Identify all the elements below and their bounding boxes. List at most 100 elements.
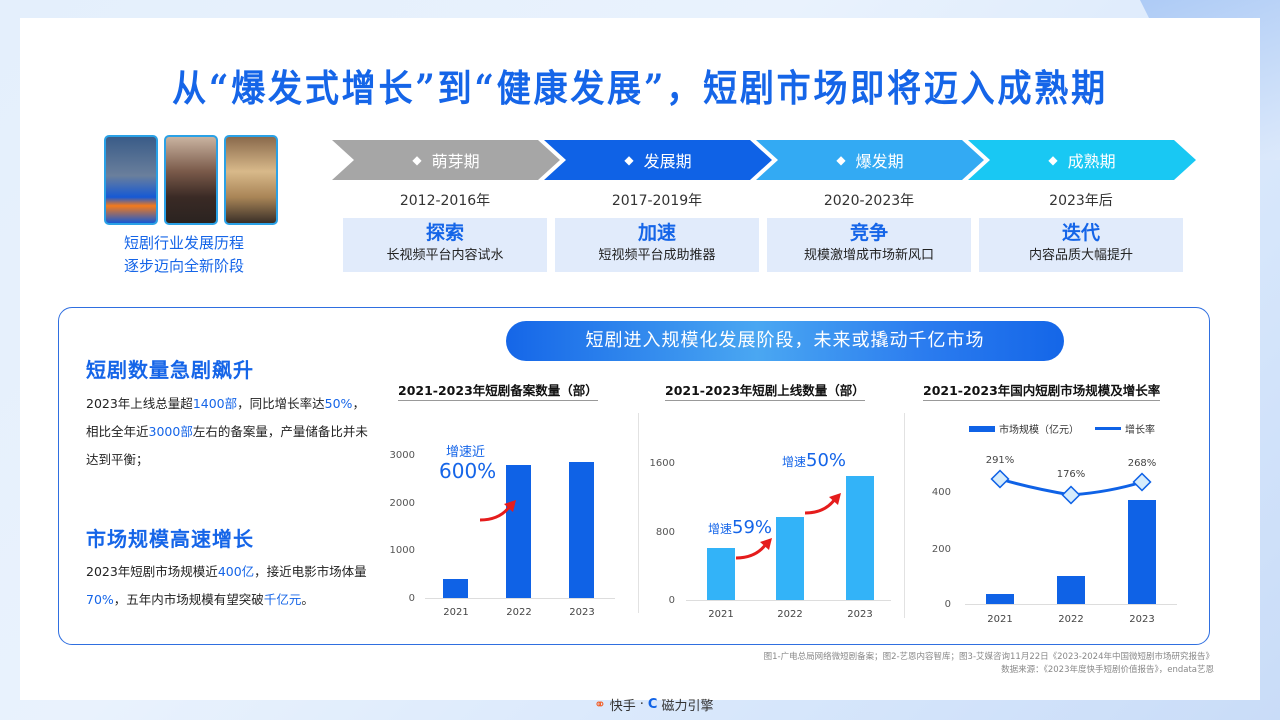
red-arrow-icon (735, 538, 772, 560)
x-tick: 2023 (1129, 614, 1155, 625)
legend-label: 市场规模（亿元） (999, 425, 1079, 436)
drama-poster (224, 135, 278, 225)
stage-box: 探索 长视频平台内容试水 (343, 218, 547, 272)
timeline: ◆ 萌芽期 ◆ 发展期 ◆ 爆发期 ◆ 成熟期 (332, 140, 1196, 180)
text: 2023年短剧市场规模近 (86, 564, 218, 579)
diamond-icon: ◆ (1048, 153, 1058, 167)
rate-label: 291% (985, 455, 1015, 466)
x-axis (425, 598, 615, 599)
highlight: 千亿元 (263, 592, 302, 607)
intro-line: 逐步迈向全新阶段 (123, 257, 244, 275)
chart-title: 2021-2023年国内短剧市场规模及增长率 (923, 380, 1161, 401)
growth-label: 增速 (708, 522, 733, 536)
stage-name: 爆发期 (855, 152, 904, 171)
stage-years: 2012-2016年 (399, 193, 491, 209)
paragraph-market: 2023年短剧市场规模近400亿，接近电影市场体量 70%，五年内市场规模有望突破… (86, 558, 376, 614)
drama-poster (164, 135, 218, 225)
bar-2021 (986, 594, 1014, 604)
x-axis (686, 600, 891, 601)
intro-text: 短剧行业发展历程 逐步迈向全新阶段 (94, 232, 274, 278)
stage-keyword: 加速 (637, 222, 676, 244)
stage-name: 成熟期 (1067, 152, 1116, 171)
y-tick: 3000 (389, 450, 415, 461)
stage-keyword: 探索 (425, 222, 464, 244)
kuaishou-logo-icon: ⚭ (594, 696, 606, 713)
y-tick: 0 (668, 595, 675, 606)
page-title: 从“爆发式增长”到“健康发展”，短剧市场即将迈入成熟期 (172, 66, 1108, 110)
bar-2023 (1128, 500, 1156, 604)
highlight: 3000部 (148, 424, 193, 439)
highlight: 50% (324, 396, 353, 411)
growth-label: 增速近 (446, 445, 486, 460)
x-tick: 2021 (708, 609, 734, 620)
growth-value: 59% (732, 517, 773, 538)
divider (904, 413, 905, 618)
x-tick: 2021 (987, 614, 1013, 625)
stage-years: 2023年后 (1049, 193, 1113, 209)
stage-box: 竞争 规模激增成市场新风口 (767, 218, 971, 272)
stage-chevron-mature: ◆ 成熟期 (968, 140, 1196, 180)
highlight: 70% (86, 592, 114, 607)
banner-pill: 短剧进入规模化发展阶段，未来或撬动千亿市场 (506, 321, 1064, 361)
legend: 市场规模（亿元） 增长率 (969, 421, 1155, 436)
stage-name: 发展期 (643, 152, 692, 171)
y-tick: 0 (944, 599, 951, 610)
stage-desc: 内容品质大幅提升 (1028, 248, 1133, 263)
growth-annotation: 增速50% (782, 450, 846, 471)
highlight: 400亿 (217, 564, 255, 579)
diamond-icon: ◆ (412, 153, 422, 167)
stage-chevron-burst: ◆ 爆发期 (756, 140, 984, 180)
bar-2022 (1057, 576, 1085, 604)
heading-market: 市场规模高速增长 (86, 527, 254, 551)
slide-card: 从“爆发式增长”到“健康发展”，短剧市场即将迈入成熟期 短剧行业发展历程 逐步迈… (20, 18, 1260, 714)
stage-chevron-sprout: ◆ 萌芽期 (332, 140, 560, 180)
stage-keyword: 迭代 (1061, 222, 1100, 244)
paragraph-quantity: 2023年上线总量超1400部，同比增长率达50%，相比全年近3000部左右的备… (86, 390, 376, 474)
chart-title: 2021-2023年短剧备案数量（部） (398, 380, 598, 401)
y-tick: 400 (931, 487, 951, 498)
growth-value: 600% (439, 459, 497, 483)
red-arrow-icon (804, 493, 841, 515)
bar-2022 (776, 517, 804, 600)
x-tick: 2022 (1058, 614, 1084, 625)
y-tick: 0 (408, 593, 415, 604)
divider (638, 413, 639, 613)
stage-keyword: 竞争 (849, 222, 888, 244)
brand-logos: ⚭ 快手 · C 磁力引擎 (594, 695, 714, 715)
x-tick: 2021 (443, 607, 469, 618)
cili-logo-icon: C (647, 697, 658, 712)
x-axis (965, 604, 1177, 605)
text: 2023年上线总量超 (86, 396, 193, 411)
y-tick: 1600 (649, 458, 675, 469)
y-tick: 200 (931, 544, 951, 555)
stage-years: 2020-2023年 (823, 193, 915, 209)
bar-2022 (506, 465, 531, 598)
x-tick: 2022 (777, 609, 803, 620)
stage-name: 萌芽期 (431, 152, 480, 171)
stats-panel (58, 307, 1210, 645)
stage-desc: 短视频平台成助推器 (598, 248, 716, 263)
rate-label: 268% (1127, 458, 1157, 469)
stage-box: 加速短视频平台成助推器 (555, 218, 759, 272)
stage-chevron-develop: ◆ 发展期 (544, 140, 772, 180)
cili-label: 磁力引擎 (661, 699, 714, 714)
legend-label: 增长率 (1125, 425, 1155, 436)
red-arrow-icon (479, 500, 516, 522)
text: ，相比全年近 (86, 396, 365, 439)
bar-2023 (569, 462, 594, 598)
bar-2021 (443, 579, 468, 598)
text: 。 (301, 592, 314, 607)
highlight: 1400部 (192, 396, 238, 411)
footnote-line: 数据来源：《2023年度快手短剧价值报告》，endata艺恩 (1001, 665, 1214, 675)
legend-bar-swatch (969, 425, 995, 432)
x-tick: 2023 (847, 609, 873, 620)
stage-years: 2017-2019年 (611, 193, 703, 209)
footnote: 图1-广电总局网络微短剧备案；图2-艺恩内容智库；图3-艾媒咨询11月22日《2… (764, 651, 1214, 677)
poster-group (104, 135, 278, 225)
x-tick: 2023 (569, 607, 595, 618)
growth-rate-line (990, 469, 1152, 505)
y-tick: 1000 (389, 545, 415, 556)
intro-line: 短剧行业发展历程 (123, 234, 244, 252)
growth-label: 增速 (782, 455, 807, 469)
kuaishou-label: 快手 (609, 699, 636, 714)
